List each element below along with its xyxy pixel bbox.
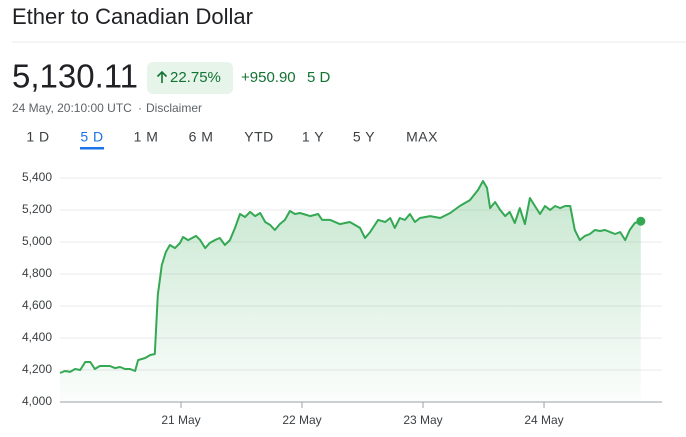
plot: 4,000 4,200 4,400 4,600 4,800 5,000 5,200 5,400…: [22, 170, 662, 427]
range-tab[interactable]: YTD: [244, 129, 274, 145]
range-tab[interactable]: MAX: [406, 129, 438, 145]
change-badge: [147, 62, 233, 94]
area-fill: [60, 181, 641, 402]
range-tab[interactable]: 1 D: [26, 129, 49, 145]
range-tab[interactable]: 5 Y: [353, 129, 375, 145]
last-point: [636, 216, 646, 226]
disclaimer[interactable]: Disclaimer: [146, 101, 202, 115]
y-tick-label: 4,200: [22, 362, 52, 376]
y-tick-label: 4,600: [22, 298, 52, 312]
x-tick-label: 24 May: [524, 413, 563, 427]
range-tab[interactable]: 1 Y: [302, 129, 324, 145]
tab-underline: [80, 147, 104, 150]
y-tick-label: 5,400: [22, 170, 52, 184]
arrow-up-icon: [156, 70, 168, 83]
y-tick-label: 4,800: [22, 266, 52, 280]
range-tab[interactable]: 6 M: [189, 129, 214, 145]
price-line: [59, 180, 642, 374]
title: Ether to Canadian Dollar: [12, 4, 253, 29]
range-tabs: 1 D 5 D 1 M 6 M YTD 1 Y 5 Y MAX: [26, 129, 438, 150]
y-tick-label: 4,000: [22, 394, 52, 408]
y-tick-label: 4,400: [22, 330, 52, 344]
timestamp: 24 May, 20:10:00 UTC: [12, 101, 132, 115]
x-tick-label: 21 May: [161, 413, 200, 427]
range-tab[interactable]: 5 D: [80, 129, 103, 145]
price: 5,130.11: [12, 58, 138, 95]
y-tick-label: 5,000: [22, 234, 52, 248]
x-tick-label: 22 May: [282, 413, 321, 427]
x-tick-label: 23 May: [403, 413, 442, 427]
period: 5 D: [307, 69, 331, 86]
change-percent: 22.75%: [170, 69, 221, 86]
range-tab[interactable]: 1 M: [134, 129, 159, 145]
y-tick-label: 5,200: [22, 202, 52, 216]
separator: ·: [138, 101, 142, 115]
change: +950.90: [241, 69, 296, 86]
